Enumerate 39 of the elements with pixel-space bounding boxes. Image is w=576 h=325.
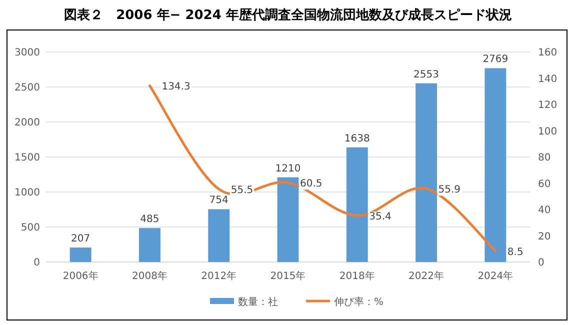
legend-label: 伸び率：% [334,297,384,308]
data-label: 55.9 [438,184,461,196]
y2tick: 100 [538,126,558,138]
data-label: 55.5 [230,185,254,196]
data-label: 1210 [275,163,301,174]
ytick: 2500 [14,82,40,94]
data-label: 485 [140,214,160,226]
ytick: 2000 [14,118,40,128]
y2tick: 80 [538,152,551,164]
legend-label: 数量：社 [238,297,278,308]
ytick: 1500 [14,152,40,164]
xtick: 2018年 [339,271,375,282]
data-label: 35.4 [369,212,392,223]
xtick: 2012年 [201,271,237,282]
data-label: 207 [71,234,90,244]
xtick: 2015年 [270,271,306,282]
ytick: 500 [20,222,40,234]
title: 図表２ 2006 年− 2024 年歴代調査全国物流団地数及び成長スピード状況 [64,8,512,23]
xtick: 2024年 [478,271,514,282]
data-label: 60.5 [300,178,322,190]
y2tick: 160 [538,48,558,58]
data-label: 2553 [414,69,439,80]
ytick: 3000 [14,48,40,58]
ytick: 0 [34,258,40,268]
xtick: 2006年 [62,271,98,282]
xtick: 2008年 [132,271,168,282]
y2tick: 20 [538,231,551,242]
data-label: 2769 [482,54,508,66]
y2tick: 140 [538,74,558,85]
data-label: 1638 [344,133,370,144]
y2tick: 40 [538,205,551,216]
xtick: 2022年 [408,271,444,282]
data-label: 754 [209,195,228,206]
y2tick: 60 [538,178,551,190]
data-label: 134.3 [162,82,190,93]
y2tick: 0 [538,258,544,268]
data-label: 8.5 [507,246,524,258]
ytick: 1000 [14,188,40,198]
y2tick: 120 [538,100,558,111]
